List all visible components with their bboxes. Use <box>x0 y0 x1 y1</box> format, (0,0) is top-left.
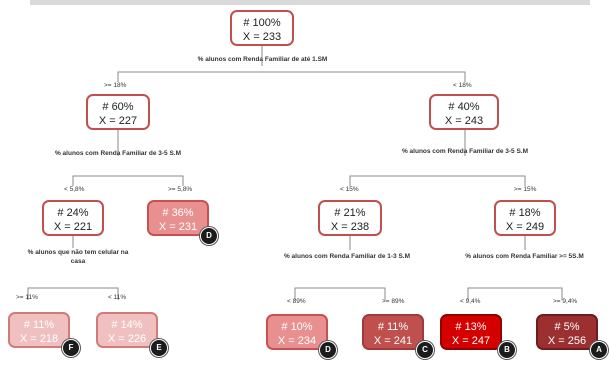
node-x-value: X = 231 <box>158 221 198 233</box>
node-x-value: X = 234 <box>277 335 317 347</box>
split-label-right-left: % alunos com Renda Familiar de 1-3 S.M <box>283 253 411 260</box>
cluster-badge: C <box>416 341 434 359</box>
cluster-badge: E <box>150 339 168 357</box>
node-percent: # 18% <box>509 207 541 219</box>
node-percent: # 24% <box>57 207 89 219</box>
cluster-badge: B <box>498 341 516 359</box>
node-x-value: X = 218 <box>19 333 59 345</box>
node-x-value: X = 233 <box>242 31 282 43</box>
tree-node-left-left: # 24% X = 221 <box>42 200 104 236</box>
node-x-value: X = 221 <box>53 221 93 233</box>
split-label-right-right: % alunos com Renda Familiar >= 5S.M <box>465 253 584 260</box>
tree-leaf: # 5% X = 256 <box>536 314 598 350</box>
node-x-value: X = 241 <box>373 335 413 347</box>
cluster-badge: D <box>319 341 337 359</box>
edge-label-left-right: >= 5,8% <box>168 186 193 193</box>
tree-node-right-left: # 21% X = 238 <box>318 200 382 236</box>
node-percent: # 21% <box>334 207 366 219</box>
split-label-left: % alunos com Renda Familiar de 3-5 S.M <box>54 150 182 157</box>
tree-leaf: # 11% X = 218 <box>8 312 70 348</box>
node-percent: # 14% <box>111 319 143 331</box>
cluster-badge: F <box>62 339 80 357</box>
node-percent: # 11% <box>23 319 55 331</box>
node-percent: # 10% <box>281 321 313 333</box>
tree-node-right: # 40% X = 243 <box>429 94 499 130</box>
node-percent: # 100% <box>243 17 281 29</box>
edge-label-right-right: >= 15% <box>514 186 537 193</box>
node-x-value: X = 238 <box>330 221 370 233</box>
edge-label-ll-right: < 11% <box>108 294 127 301</box>
top-bar <box>30 0 590 5</box>
node-x-value: X = 226 <box>107 333 147 345</box>
split-label-left-left: % alunos que não tem celular na casa <box>27 249 129 265</box>
node-percent: # 13% <box>455 321 487 333</box>
edge-label-rr-left: < 9,4% <box>460 298 481 305</box>
edge-label-ll-left: >= 11% <box>16 294 38 301</box>
cluster-badge: D <box>200 227 218 245</box>
node-x-value: X = 227 <box>98 115 138 127</box>
node-x-value: X = 256 <box>547 335 587 347</box>
node-percent: # 60% <box>102 101 134 113</box>
edge-label-rr-right: >= 9,4% <box>553 298 578 305</box>
split-label-root: % alunos com Renda Familiar de até 1.SM <box>197 56 328 63</box>
tree-node-root: # 100% X = 233 <box>230 10 294 46</box>
split-label-right: % alunos com Renda Familiar de 3-5 S.M <box>401 148 529 155</box>
tree-leaf: # 11% X = 241 <box>362 314 424 350</box>
tree-leaf: # 13% X = 247 <box>440 314 502 350</box>
node-x-value: X = 247 <box>451 335 491 347</box>
node-percent: # 5% <box>554 321 580 333</box>
node-x-value: X = 243 <box>444 115 484 127</box>
edge-label-root-left: >= 18% <box>104 82 127 89</box>
tree-leaf: # 10% X = 234 <box>266 314 328 350</box>
node-percent: # 36% <box>162 207 194 219</box>
edge-label-rl-right: >= 89% <box>382 298 405 305</box>
cluster-badge: A <box>590 341 608 359</box>
tree-node-left: # 60% X = 227 <box>86 94 150 130</box>
node-percent: # 11% <box>377 321 409 333</box>
node-x-value: X = 249 <box>505 221 545 233</box>
edge-label-left-left: < 5,8% <box>64 186 85 193</box>
edge-label-rl-left: < 89% <box>287 298 306 305</box>
tree-node-right-right: # 18% X = 249 <box>494 200 556 236</box>
node-percent: # 40% <box>448 101 480 113</box>
tree-node-left-right: # 36% X = 231 <box>147 200 209 236</box>
tree-leaf: # 14% X = 226 <box>96 312 158 348</box>
edge-label-root-right: < 18% <box>453 82 472 89</box>
edge-label-right-left: < 15% <box>340 186 359 193</box>
